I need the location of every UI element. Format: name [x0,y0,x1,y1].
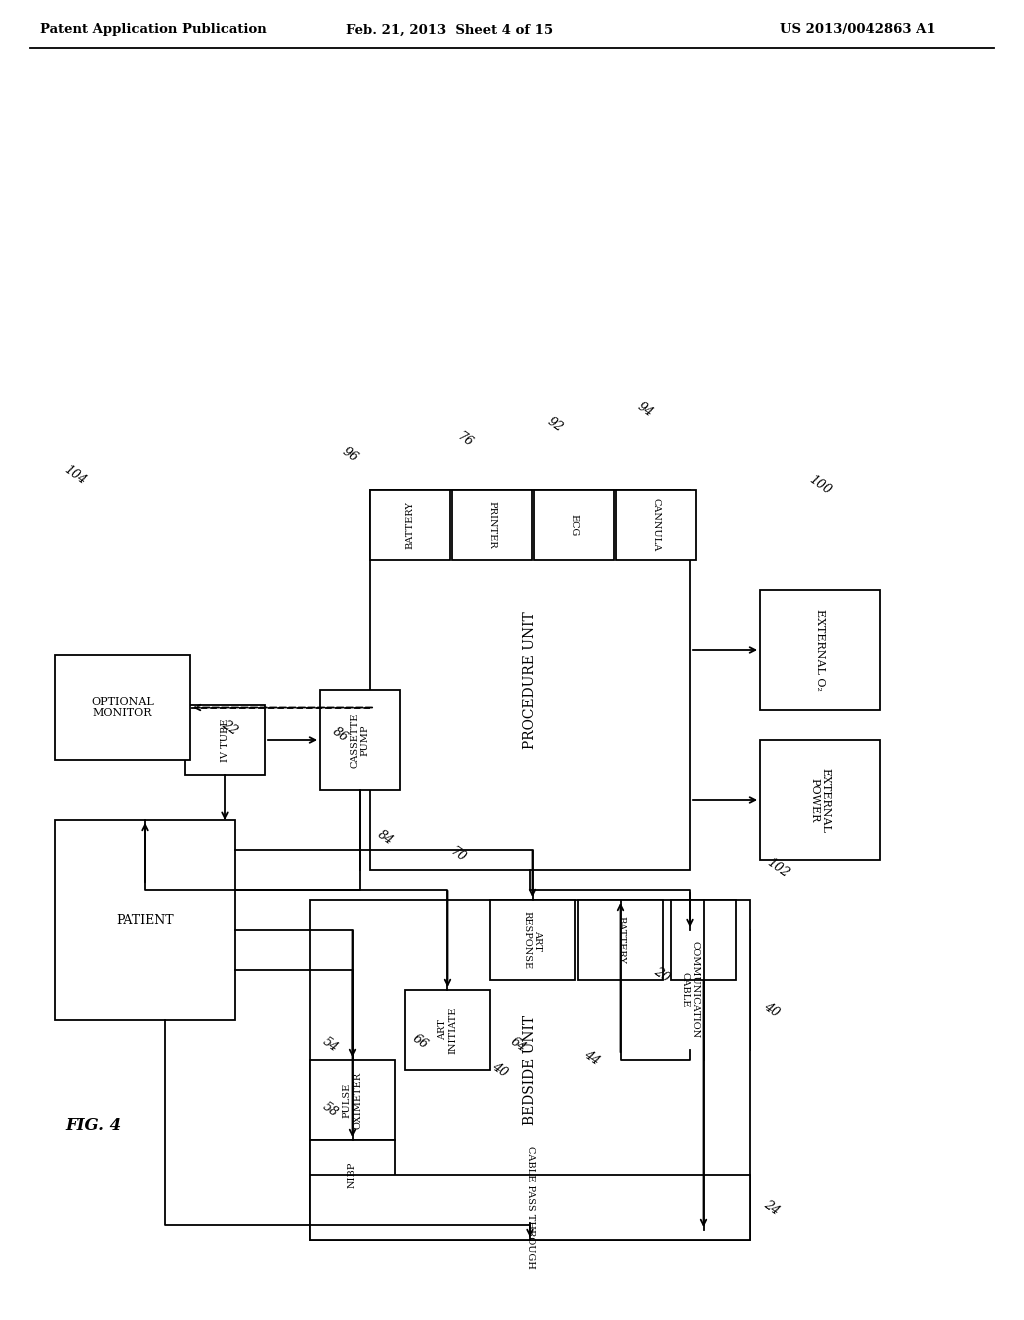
Text: PATIENT: PATIENT [116,913,174,927]
Text: Patent Application Publication: Patent Application Publication [40,24,266,37]
Bar [578,900,663,979]
Text: 92: 92 [545,414,565,434]
Text: PULSE
OXIMETER: PULSE OXIMETER [343,1072,362,1129]
Text: CASSETTE
PUMP: CASSETTE PUMP [350,713,370,768]
Bar [616,490,696,560]
Text: 76: 76 [455,430,475,450]
Text: FIG. 4: FIG. 4 [65,1117,121,1134]
Text: ECG: ECG [569,513,579,536]
Text: PRINTER: PRINTER [487,502,497,549]
Text: ART
RESPONSE: ART RESPONSE [523,911,542,969]
Text: 96: 96 [340,445,360,465]
Text: BATTERY: BATTERY [406,502,415,549]
Bar [490,900,575,979]
Text: US 2013/0042863 A1: US 2013/0042863 A1 [780,24,936,37]
Bar [310,1060,395,1140]
Text: CABLE PASS THROUGH: CABLE PASS THROUGH [525,1146,535,1269]
Bar [630,931,750,1049]
Text: 54: 54 [319,1035,340,1055]
Bar [55,820,234,1020]
Text: 66: 66 [410,1032,430,1052]
Text: 40: 40 [489,1060,510,1080]
Bar [760,590,880,710]
Text: EXTERNAL
POWER: EXTERNAL POWER [809,767,830,833]
Bar [534,490,614,560]
Bar [406,990,490,1071]
Text: 94: 94 [635,400,655,420]
Text: BEDSIDE UNIT: BEDSIDE UNIT [523,1015,537,1125]
Bar [55,655,190,760]
Text: IV TUBE: IV TUBE [220,718,229,762]
Bar [452,490,532,560]
Text: 20: 20 [651,965,673,985]
Text: 40: 40 [762,1001,782,1020]
Bar [671,900,736,979]
Text: NIBP: NIBP [348,1162,357,1188]
Bar [310,1140,395,1210]
Text: 86: 86 [330,725,350,744]
Text: 24: 24 [762,1199,782,1218]
Text: COMMUNICATION
CABLE: COMMUNICATION CABLE [680,941,699,1039]
Text: CANNULA: CANNULA [651,499,660,552]
Bar [370,490,690,870]
Text: 44: 44 [582,1048,602,1068]
Text: 102: 102 [765,855,792,880]
Text: EXTERNAL O₂: EXTERNAL O₂ [815,609,825,690]
Bar [319,690,400,789]
Text: PROCEDURE UNIT: PROCEDURE UNIT [523,611,537,748]
Bar [370,490,450,560]
Text: 64: 64 [508,1035,528,1055]
Text: 70: 70 [447,845,468,865]
Text: 84: 84 [375,828,395,847]
Bar [760,741,880,861]
Text: 100: 100 [807,473,834,498]
Text: 58: 58 [319,1100,340,1119]
Text: 22: 22 [220,718,241,738]
Text: ART
INITIATE: ART INITIATE [438,1006,457,1053]
Text: BATTERY: BATTERY [616,916,625,964]
Bar [310,900,750,1239]
Text: OPTIONAL
MONITOR: OPTIONAL MONITOR [91,697,154,718]
Text: Feb. 21, 2013  Sheet 4 of 15: Feb. 21, 2013 Sheet 4 of 15 [346,24,554,37]
Bar [310,1175,750,1239]
Bar [185,705,265,775]
Text: 104: 104 [61,463,88,487]
